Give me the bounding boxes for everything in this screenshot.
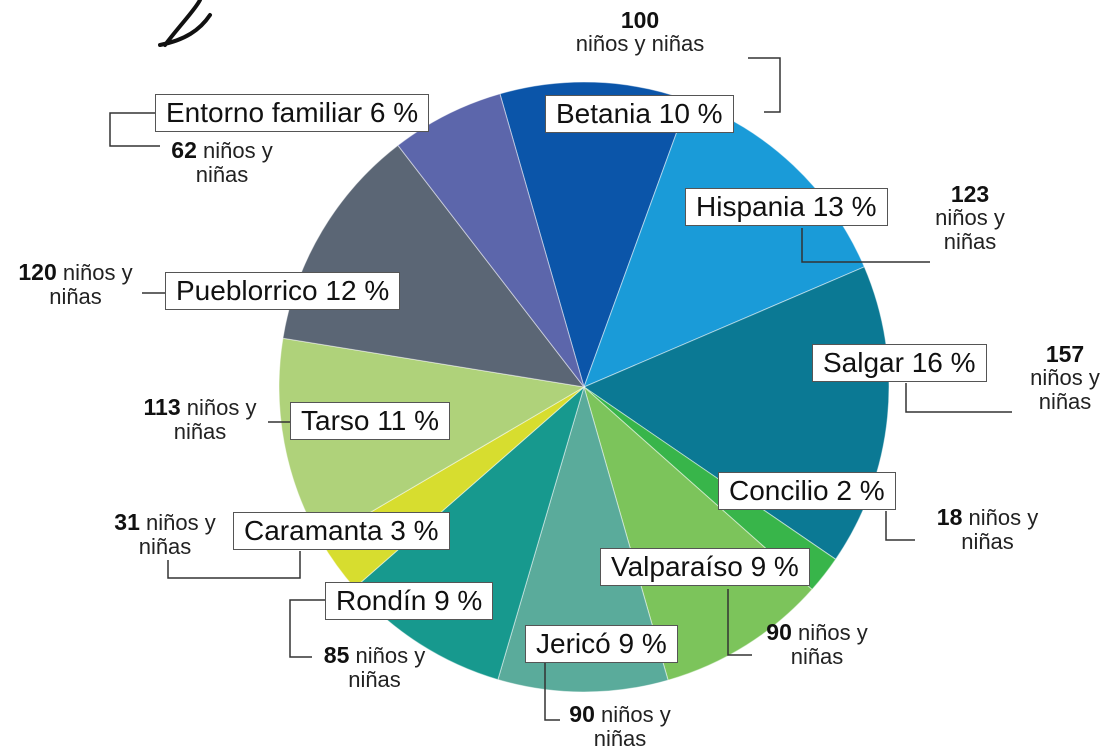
count-unit: niños y niñas — [195, 138, 273, 187]
slice-label: Jericó 9 % — [525, 625, 678, 663]
leader-line — [289, 599, 325, 658]
count-label: 18 niños y niñas — [930, 505, 1045, 554]
count-number: 85 — [323, 642, 350, 668]
count-label: 100 niños y niñas — [540, 8, 740, 56]
count-label: 90 niños y niñas — [555, 702, 685, 751]
leader-line — [748, 57, 781, 113]
count-unit: niños y niñas — [138, 510, 216, 559]
count-unit: niños y niñas — [49, 260, 133, 309]
slice-label: Entorno familiar 6 % — [155, 94, 430, 132]
count-label: 113 niños y niñas — [135, 395, 265, 444]
count-unit: niños y niñas — [961, 505, 1039, 554]
leader-line — [727, 589, 752, 656]
count-label: 62 niños y niñas — [158, 138, 286, 187]
count-number: 90 — [569, 701, 595, 727]
count-label: 85 niños y niñas — [312, 643, 437, 692]
pie-slice — [583, 385, 813, 681]
leader-line — [167, 551, 301, 579]
count-number: 157 — [1045, 341, 1085, 367]
count-unit: niños y niñas — [348, 643, 426, 692]
arrow-decoration — [158, 0, 212, 47]
count-number: 31 — [114, 509, 140, 535]
count-number: 113 — [143, 394, 181, 420]
slice-label: Rondín 9 % — [325, 582, 494, 620]
count-number: 90 — [766, 619, 792, 645]
count-number: 18 — [936, 504, 963, 530]
count-unit: niños y niñas — [173, 395, 257, 444]
count-label: 120 niños y niñas — [8, 260, 143, 309]
count-label: 157 niños y niñas — [1010, 342, 1120, 414]
slice-label: Tarso 11 % — [290, 402, 450, 440]
slice-label: Caramanta 3 % — [233, 512, 450, 550]
count-unit: niños y niñas — [1030, 365, 1100, 414]
slice-label: Salgar 16 % — [812, 344, 987, 382]
count-unit: niños y niñas — [575, 31, 705, 56]
pie-slice — [497, 385, 669, 693]
count-unit: niños y niñas — [593, 702, 671, 751]
count-number: 100 — [620, 7, 660, 33]
slice-label: Concilio 2 % — [718, 472, 896, 510]
leader-line — [905, 383, 1012, 413]
count-label: 123 niños y niñas — [920, 182, 1020, 254]
count-unit: niños y niñas — [935, 205, 1005, 254]
leader-line — [885, 511, 915, 541]
slice-label: Pueblorrico 12 % — [165, 272, 401, 310]
slice-label: Betania 10 % — [545, 95, 734, 133]
count-number: 120 — [18, 259, 57, 285]
leader-line — [544, 663, 560, 721]
slice-label: Valparaíso 9 % — [600, 548, 810, 586]
slice-label: Hispania 13 % — [685, 188, 888, 226]
count-number: 62 — [171, 137, 197, 163]
count-label: 90 niños y niñas — [752, 620, 882, 669]
pie-slice — [397, 93, 585, 388]
count-unit: niños y niñas — [790, 620, 868, 669]
count-label: 31 niños y niñas — [105, 510, 225, 559]
pie-slice — [282, 144, 586, 388]
leader-line — [109, 112, 160, 147]
leader-lines — [109, 57, 1012, 721]
leader-line — [801, 228, 930, 263]
count-number: 123 — [950, 181, 990, 207]
